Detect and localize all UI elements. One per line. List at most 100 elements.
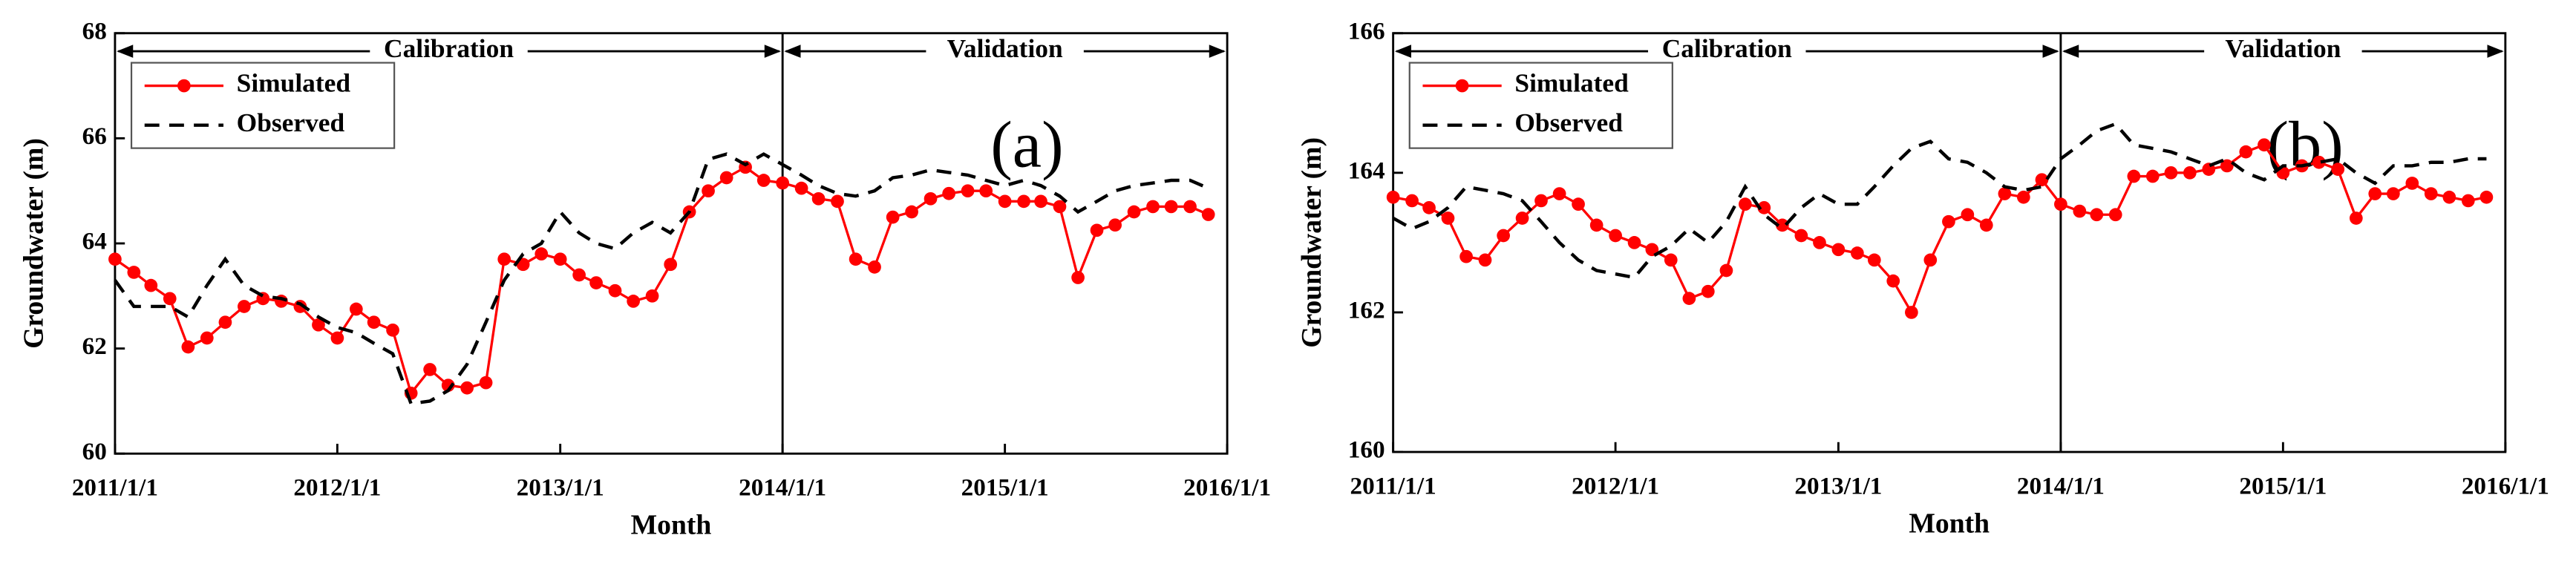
arrow-head: [1394, 45, 1411, 58]
data-point: [776, 176, 790, 190]
legend-marker: [1455, 79, 1469, 93]
data-point: [2054, 197, 2067, 212]
data-point: [1664, 253, 1678, 267]
data-point: [1164, 200, 1178, 214]
data-point: [811, 191, 826, 206]
data-point: [218, 315, 232, 329]
data-point: [2108, 208, 2122, 222]
data-point: [1609, 229, 1622, 243]
x-tick-label: 2012/1/1: [1572, 472, 1659, 499]
data-point: [1386, 190, 1400, 204]
y-tick-label: 162: [1348, 297, 1385, 324]
x-tick-label: 2011/1/1: [1350, 472, 1436, 499]
data-point: [1127, 205, 1141, 219]
data-point: [312, 318, 325, 332]
data-point: [1071, 271, 1085, 284]
data-point: [386, 323, 399, 337]
y-tick-label: 164: [1348, 157, 1385, 184]
x-axis-label: Month: [1909, 508, 1990, 539]
y-axis-label: Groundwater (m): [1296, 137, 1327, 348]
data-point: [1183, 200, 1197, 214]
data-point: [2258, 138, 2271, 152]
data-point: [1794, 229, 1808, 243]
data-point: [553, 252, 567, 266]
data-point: [144, 278, 158, 292]
data-point: [608, 283, 622, 298]
x-axis-label: Month: [631, 509, 712, 540]
data-point: [572, 268, 586, 282]
data-point: [756, 174, 771, 187]
data-point: [1831, 243, 1846, 257]
data-point: [1701, 284, 1715, 298]
data-point: [627, 295, 640, 308]
data-point: [497, 252, 511, 266]
data-point: [1776, 218, 1789, 232]
data-point: [831, 194, 844, 209]
y-tick-label: 62: [82, 332, 107, 360]
series-line: [114, 152, 1209, 406]
data-point: [849, 252, 863, 266]
data-point: [127, 266, 141, 279]
data-point: [2424, 187, 2438, 200]
x-tick-label: 2015/1/1: [961, 474, 1049, 502]
data-point: [2479, 190, 2494, 204]
x-tick-label: 2016/1/1: [2462, 472, 2549, 499]
data-point: [1515, 212, 1529, 225]
data-point: [794, 181, 808, 195]
data-point: [905, 205, 918, 219]
y-tick-label: 66: [82, 122, 107, 150]
legend-label: Observed: [1514, 108, 1623, 137]
data-point: [2090, 208, 2104, 222]
data-point: [1979, 218, 1993, 232]
data-point: [2331, 163, 2345, 176]
data-point: [1108, 218, 1122, 232]
data-point: [181, 340, 195, 354]
data-point: [1998, 187, 2012, 200]
arrow-head: [2062, 45, 2079, 58]
data-point: [923, 191, 938, 206]
data-point: [645, 289, 659, 303]
data-point: [2461, 194, 2475, 208]
data-point: [1867, 253, 1881, 267]
data-point: [979, 184, 993, 198]
annotation-bg: [2204, 36, 2362, 66]
data-point: [2127, 169, 2141, 183]
x-tick-label: 2015/1/1: [2239, 472, 2327, 499]
data-point: [1478, 253, 1492, 267]
arrow-head: [764, 45, 781, 58]
data-point: [423, 363, 437, 376]
y-tick-label: 68: [82, 17, 107, 45]
data-point: [1441, 212, 1455, 225]
legend-label: Simulated: [237, 68, 351, 98]
data-point: [163, 292, 177, 306]
data-point: [479, 376, 493, 390]
arrow-head: [2487, 45, 2504, 58]
period-label: Validation: [947, 33, 1063, 63]
annotation-bg: [926, 36, 1084, 66]
data-point: [961, 184, 975, 198]
legend-box: [1408, 62, 1673, 149]
data-point: [868, 260, 881, 274]
data-point: [238, 300, 251, 313]
data-point: [2016, 190, 2030, 204]
legend-label: Simulated: [1514, 68, 1629, 98]
plot-frame: [1392, 32, 2507, 453]
data-point: [2405, 177, 2419, 190]
data-point: [664, 258, 678, 272]
data-point: [1886, 274, 1900, 288]
data-point: [719, 171, 733, 185]
legend-box: [130, 62, 396, 149]
data-point: [1534, 194, 1548, 208]
data-point: [460, 381, 474, 395]
y-tick-label: 160: [1348, 436, 1385, 464]
data-point: [108, 252, 122, 266]
panel-label: (a): [990, 108, 1063, 181]
data-point: [1719, 263, 1733, 278]
data-point: [2349, 212, 2363, 225]
y-axis-label: Groundwater (m): [18, 138, 49, 349]
data-point: [2312, 155, 2326, 169]
data-point: [1552, 187, 1566, 200]
legend-label: Observed: [237, 108, 345, 137]
